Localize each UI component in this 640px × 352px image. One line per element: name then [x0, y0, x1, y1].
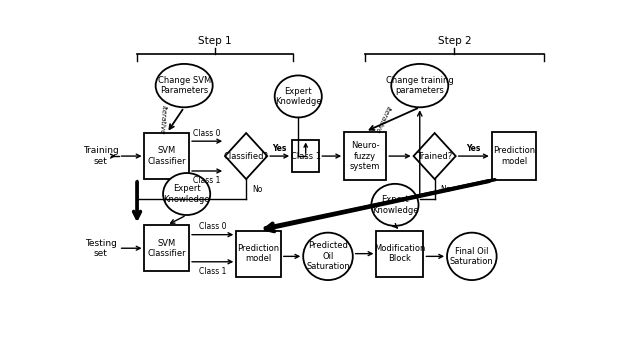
Text: Final Oil
Saturation: Final Oil Saturation: [450, 247, 493, 266]
Text: Modification
Block: Modification Block: [374, 244, 426, 263]
Text: SVM
Classifier: SVM Classifier: [147, 239, 186, 258]
Bar: [292, 140, 319, 172]
Text: Expert
Knowledge: Expert Knowledge: [275, 87, 321, 106]
Text: Yes: Yes: [273, 144, 287, 153]
Ellipse shape: [275, 75, 322, 118]
Ellipse shape: [156, 64, 212, 107]
Text: Yes: Yes: [467, 144, 481, 153]
Text: Step 2: Step 2: [438, 36, 471, 46]
Text: Testing
set: Testing set: [85, 239, 116, 258]
Text: No: No: [440, 186, 451, 194]
Text: Prediction
model: Prediction model: [237, 244, 280, 263]
Text: Classified?: Classified?: [223, 152, 269, 161]
Text: Expert
Knowledge: Expert Knowledge: [163, 184, 210, 204]
Text: Class 1: Class 1: [199, 267, 227, 276]
Text: Prediction
model: Prediction model: [493, 146, 535, 166]
Text: Class 1: Class 1: [193, 176, 221, 185]
Text: SVM
Classifier: SVM Classifier: [147, 146, 186, 166]
Text: Trained?: Trained?: [417, 152, 452, 161]
Text: Step 1: Step 1: [198, 36, 232, 46]
Text: Class 0: Class 0: [199, 222, 227, 231]
Ellipse shape: [371, 184, 419, 226]
Text: Training
set: Training set: [83, 146, 118, 166]
Bar: [145, 133, 189, 179]
Ellipse shape: [303, 233, 353, 280]
Bar: [376, 231, 424, 277]
Text: Class 1: Class 1: [291, 152, 321, 161]
Text: Change SVM
Parameters: Change SVM Parameters: [157, 76, 211, 95]
Text: No: No: [252, 186, 262, 194]
Text: Neuro-
fuzzy
system: Neuro- fuzzy system: [350, 141, 380, 171]
Text: Iterative: Iterative: [374, 105, 392, 134]
Text: Iterative: Iterative: [159, 105, 167, 135]
Ellipse shape: [163, 173, 210, 215]
Text: Expert
Knowledge: Expert Knowledge: [372, 195, 418, 215]
Bar: [492, 132, 536, 181]
Polygon shape: [413, 133, 456, 179]
Text: Class 0: Class 0: [193, 129, 221, 138]
Polygon shape: [225, 133, 268, 179]
Text: Change training
parameters: Change training parameters: [386, 76, 454, 95]
Bar: [344, 132, 387, 181]
Ellipse shape: [447, 233, 497, 280]
Bar: [145, 225, 189, 271]
Text: Predicted
Oil
Saturation: Predicted Oil Saturation: [306, 241, 350, 271]
Bar: [236, 231, 281, 277]
Ellipse shape: [391, 64, 448, 107]
